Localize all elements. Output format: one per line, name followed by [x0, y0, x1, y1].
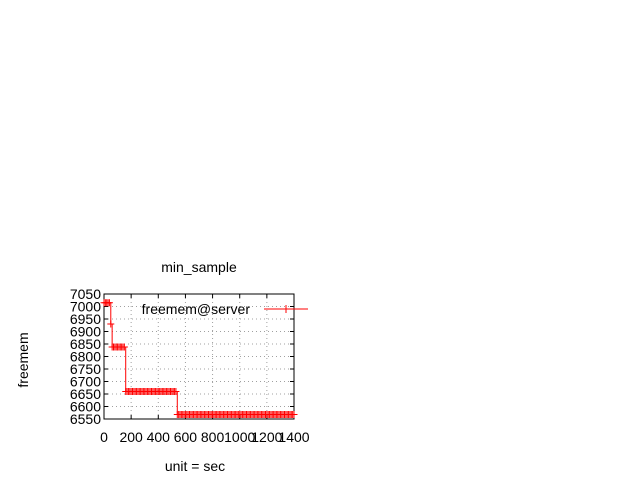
chart-title: min_sample [161, 259, 237, 275]
data-point [107, 320, 115, 328]
y-tick-label: 7000 [70, 299, 101, 315]
y-tick-label: 6700 [70, 374, 101, 390]
x-axis-label: unit = sec [165, 458, 225, 474]
y-tick-label: 6550 [70, 411, 101, 427]
x-tick-label: 1000 [224, 429, 255, 445]
x-tick-label: 800 [201, 429, 225, 445]
data-point [290, 411, 298, 418]
y-tick-label: 6900 [70, 324, 101, 340]
series-layer [100, 299, 298, 418]
y-axis-label: freemem [15, 332, 31, 387]
y-tick-label: 6750 [70, 361, 101, 377]
x-tick-label: 1200 [251, 429, 282, 445]
x-tick-label: 400 [147, 429, 171, 445]
x-tick-label: 200 [119, 429, 143, 445]
data-point [172, 388, 180, 395]
y-tick-label: 6600 [70, 399, 101, 415]
y-tick-label: 6650 [70, 386, 101, 402]
data-point [105, 299, 113, 307]
legend-entry-label: freemem@server [142, 301, 251, 317]
y-tick-label: 6950 [70, 311, 101, 327]
y-axis-ticks: 6550660066506700675068006850690069507000… [70, 286, 294, 427]
y-tick-label: 6850 [70, 336, 101, 352]
data-point [120, 343, 128, 351]
series-line [104, 302, 294, 415]
x-tick-label: 0 [100, 429, 108, 445]
legend: freemem@server [142, 301, 308, 317]
legend-marker-sample [282, 305, 290, 313]
grid [104, 294, 294, 419]
y-tick-label: 6800 [70, 349, 101, 365]
x-tick-label: 600 [174, 429, 198, 445]
x-tick-label: 1400 [278, 429, 309, 445]
y-tick-label: 7050 [70, 286, 101, 302]
